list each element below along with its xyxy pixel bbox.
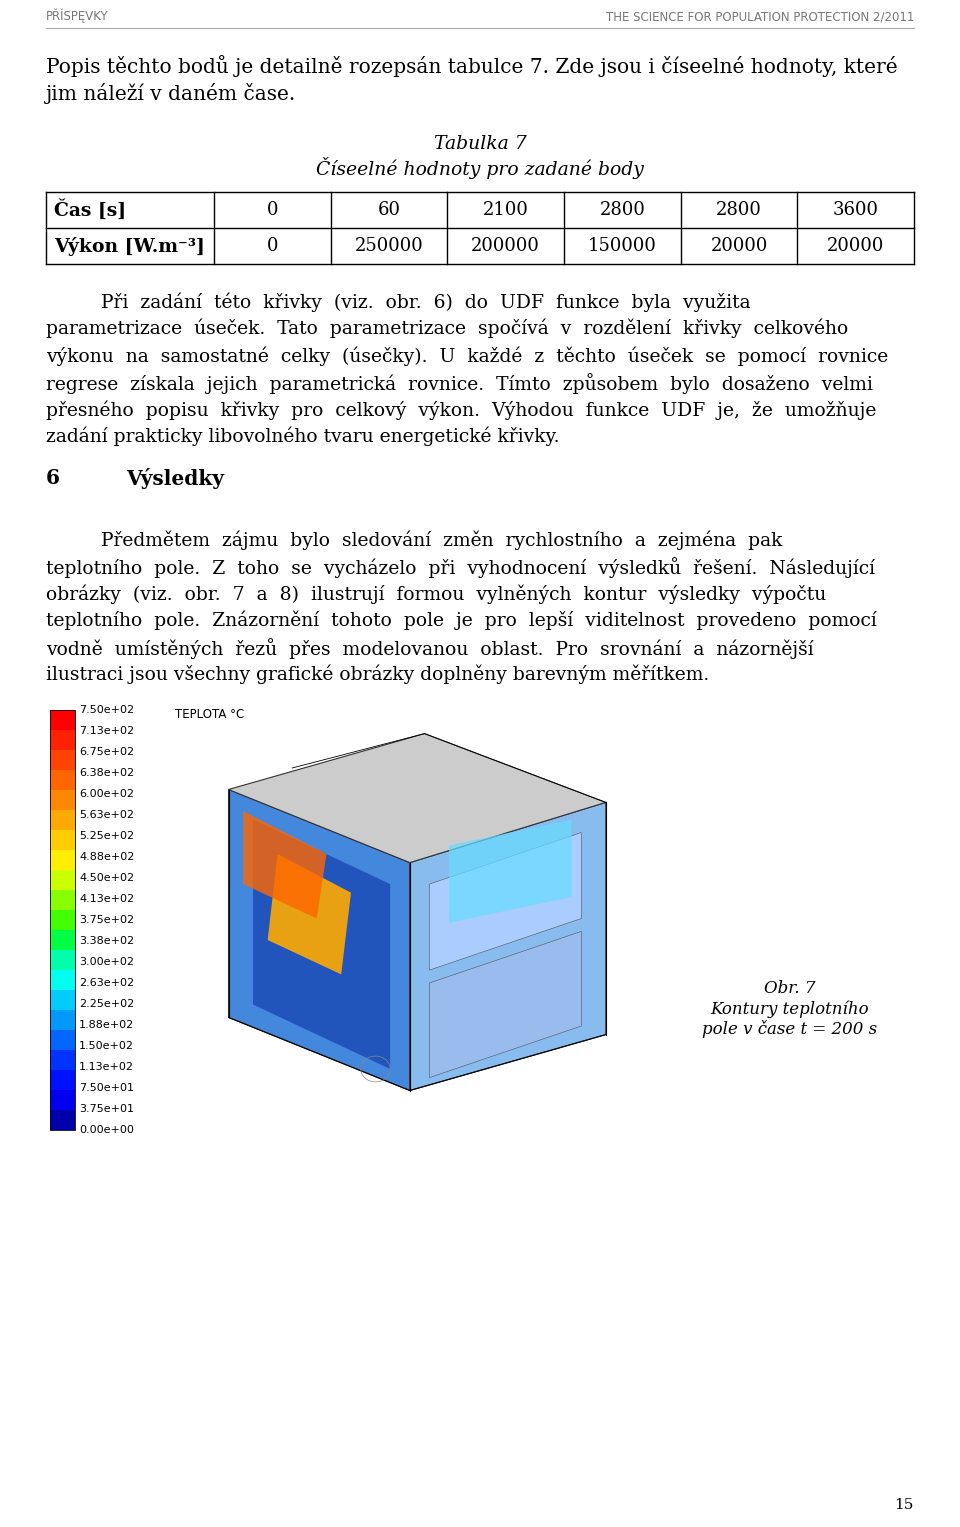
Bar	[50, 1110, 75, 1130]
Text: 3600: 3600	[832, 202, 878, 218]
Text: 6.75e+02: 6.75e+02	[79, 747, 134, 757]
Text: obrázky  (viz.  obr.  7  a  8)  ilustrují  formou  vylněných  kontur  výsledky  : obrázky (viz. obr. 7 a 8) ilustrují form…	[46, 583, 827, 603]
Bar	[50, 710, 75, 730]
Text: 20000: 20000	[710, 237, 768, 255]
Text: 200000: 200000	[471, 237, 540, 255]
Text: 3.00e+02: 3.00e+02	[79, 957, 134, 967]
Polygon shape	[253, 820, 390, 1069]
Bar	[50, 789, 75, 809]
Text: THE SCIENCE FOR POPULATION PROTECTION 2/2011: THE SCIENCE FOR POPULATION PROTECTION 2/…	[606, 11, 914, 23]
Text: pole v čase t = 200 s: pole v čase t = 200 s	[703, 1020, 877, 1038]
Text: 7.50e+02: 7.50e+02	[79, 705, 134, 715]
Polygon shape	[228, 733, 606, 863]
Text: PŘÍSPĘVKY: PŘÍSPĘVKY	[46, 9, 108, 23]
Text: 3.38e+02: 3.38e+02	[79, 936, 134, 947]
Text: parametrizace  úseček.  Tato  parametrizace  spočívá  v  rozdělení  křivky  celk: parametrizace úseček. Tato parametrizace…	[46, 319, 849, 339]
Text: 150000: 150000	[588, 237, 657, 255]
Text: teplotního  pole.  Z  toho  se  vycházelo  při  vyhodnocení  výsledků  řešení.  : teplotního pole. Z toho se vycházelo při…	[46, 557, 875, 577]
Text: zadání prakticky libovolného tvaru energetické křivky.: zadání prakticky libovolného tvaru energ…	[46, 428, 560, 446]
Text: 6: 6	[46, 467, 60, 489]
Text: Čas [s]: Čas [s]	[54, 200, 126, 220]
Text: 5.25e+02: 5.25e+02	[79, 831, 134, 841]
Text: 15: 15	[895, 1498, 914, 1512]
Text: 3.75e+02: 3.75e+02	[79, 915, 134, 925]
Text: Kontury teplotního: Kontury teplotního	[710, 1000, 870, 1017]
Bar	[50, 930, 75, 950]
Polygon shape	[429, 931, 582, 1078]
Bar	[50, 1009, 75, 1031]
Polygon shape	[268, 854, 351, 974]
Bar	[50, 1031, 75, 1051]
Text: regrese  získala  jejich  parametrická  rovnice.  Tímto  způsobem  bylo  dosažen: regrese získala jejich parametrická rovn…	[46, 373, 873, 394]
Text: 3.75e+01: 3.75e+01	[79, 1104, 134, 1115]
Text: výkonu  na  samostatné  celky  (úsečky).  U  každé  z  těchto  úseček  se  pomoc: výkonu na samostatné celky (úsečky). U k…	[46, 347, 888, 365]
Bar	[50, 831, 75, 851]
Text: 2800: 2800	[599, 202, 645, 218]
Bar	[50, 730, 75, 750]
Text: 2800: 2800	[716, 202, 762, 218]
Bar	[50, 710, 75, 1130]
Text: 4.88e+02: 4.88e+02	[79, 852, 134, 863]
Text: 7.13e+02: 7.13e+02	[79, 725, 134, 736]
Bar	[50, 1070, 75, 1090]
Text: Číseelné hodnoty pro zadané body: Číseelné hodnoty pro zadané body	[316, 157, 644, 179]
Bar	[50, 910, 75, 930]
Polygon shape	[410, 802, 606, 1090]
Polygon shape	[449, 820, 571, 922]
Bar	[50, 809, 75, 831]
Text: ilustraci jsou všechny grafické obrázky doplněny barevným měřítkem.: ilustraci jsou všechny grafické obrázky …	[46, 664, 709, 684]
Text: 2.25e+02: 2.25e+02	[79, 999, 134, 1009]
Text: 2100: 2100	[483, 202, 529, 218]
Bar	[50, 1090, 75, 1110]
Text: 2.63e+02: 2.63e+02	[79, 977, 134, 988]
Text: Předmětem  zájmu  bylo  sledování  změn  rychlostního  a  zejména  pak: Předmětem zájmu bylo sledování změn rych…	[101, 530, 782, 550]
Text: 20000: 20000	[827, 237, 884, 255]
Text: vodně  umístěných  řezů  přes  modelovanou  oblast.  Pro  srovnání  a  názornějš: vodně umístěných řezů přes modelovanou o…	[46, 638, 814, 660]
Text: 4.50e+02: 4.50e+02	[79, 873, 134, 883]
Text: teplotního  pole.  Znázornění  tohoto  pole  je  pro  lepší  viditelnost  proved: teplotního pole. Znázornění tohoto pole …	[46, 611, 876, 631]
Text: 1.88e+02: 1.88e+02	[79, 1020, 134, 1031]
Text: 1.50e+02: 1.50e+02	[79, 1041, 134, 1051]
Bar	[50, 970, 75, 989]
Text: Výkon [W.m⁻³]: Výkon [W.m⁻³]	[54, 237, 204, 255]
Bar	[50, 1051, 75, 1070]
Text: TEPLOTA °C: TEPLOTA °C	[175, 709, 244, 721]
Text: 250000: 250000	[354, 237, 423, 255]
Bar	[50, 851, 75, 870]
Bar	[50, 770, 75, 789]
Text: 0: 0	[267, 237, 278, 255]
Polygon shape	[243, 811, 326, 919]
Text: 7.50e+01: 7.50e+01	[79, 1083, 134, 1093]
Bar	[50, 750, 75, 770]
Text: 0.00e+00: 0.00e+00	[79, 1125, 133, 1135]
Polygon shape	[228, 789, 410, 1090]
Bar	[50, 950, 75, 970]
Bar	[50, 890, 75, 910]
Polygon shape	[429, 832, 582, 970]
Text: Při  zadání  této  křivky  (viz.  obr.  6)  do  UDF  funkce  byla  využita: Při zadání této křivky (viz. obr. 6) do …	[101, 292, 751, 312]
Text: Výsledky: Výsledky	[126, 467, 224, 489]
Text: přesného  popisu  křivky  pro  celkový  výkon.  Výhodou  funkce  UDF  je,  že  u: přesného popisu křivky pro celkový výkon…	[46, 400, 876, 420]
Text: 6.38e+02: 6.38e+02	[79, 768, 134, 777]
Text: Popis těchto bodů je detailně rozepsán tabulce 7. Zde jsou i číseelné hodnoty, k: Popis těchto bodů je detailně rozepsán t…	[46, 55, 898, 76]
Bar	[50, 989, 75, 1009]
Text: 4.13e+02: 4.13e+02	[79, 893, 134, 904]
Text: 6.00e+02: 6.00e+02	[79, 789, 134, 799]
Text: jim náleží v daném čase.: jim náleží v daném čase.	[46, 82, 297, 104]
Text: 5.63e+02: 5.63e+02	[79, 809, 134, 820]
Text: 0: 0	[267, 202, 278, 218]
Bar	[50, 870, 75, 890]
Text: Obr. 7: Obr. 7	[764, 980, 816, 997]
Text: 1.13e+02: 1.13e+02	[79, 1061, 134, 1072]
Text: Tabulka 7: Tabulka 7	[434, 134, 526, 153]
Text: 60: 60	[377, 202, 400, 218]
